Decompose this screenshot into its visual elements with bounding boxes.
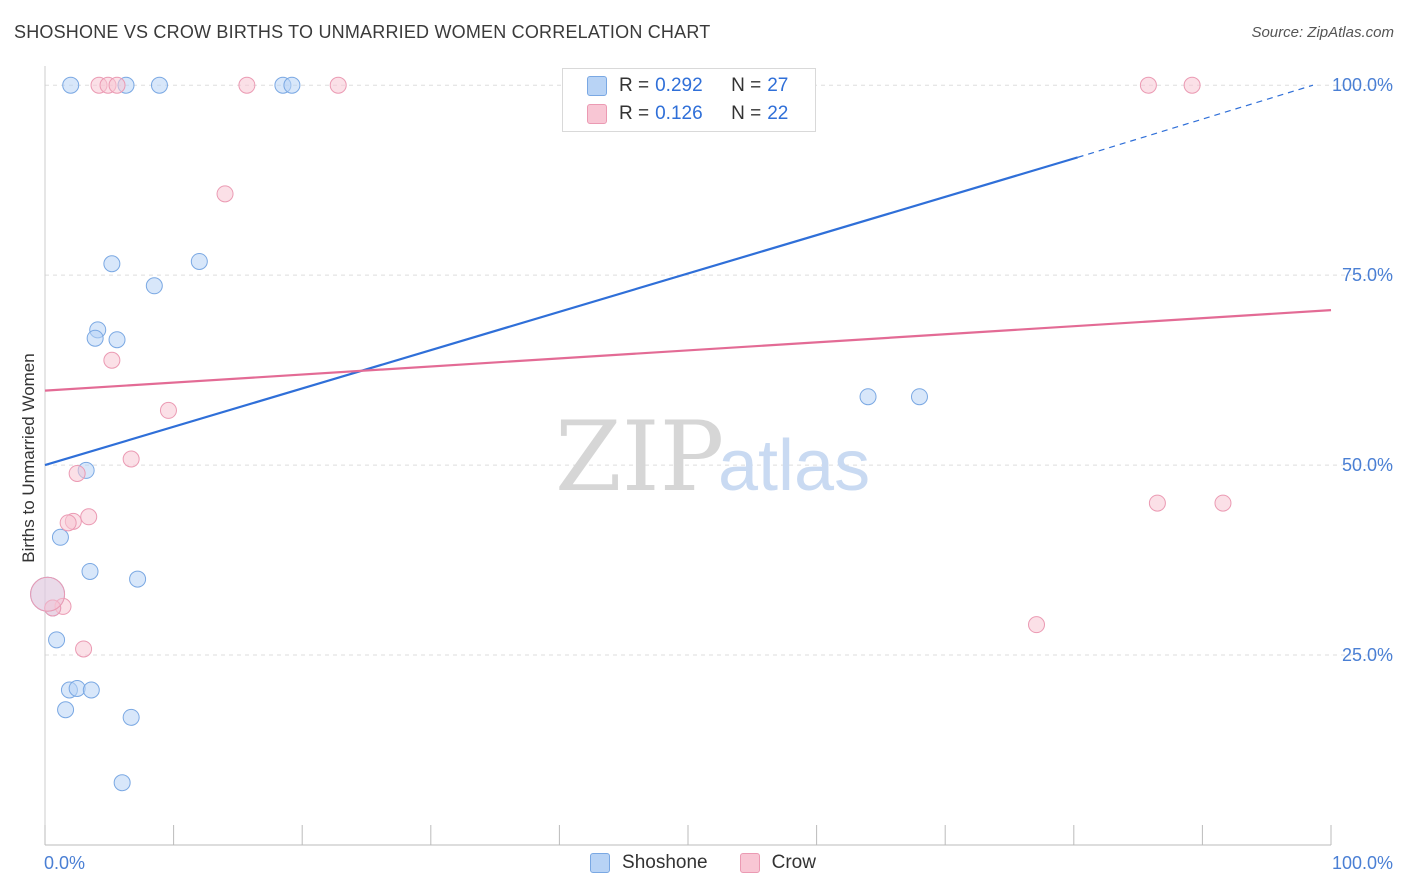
crow-point bbox=[122, 450, 140, 468]
shoshone-point bbox=[190, 252, 208, 270]
crow-point bbox=[1214, 494, 1232, 512]
shoshone-point bbox=[108, 331, 126, 349]
crow-point bbox=[59, 514, 77, 532]
x-tick-label: 0.0% bbox=[44, 853, 85, 873]
shoshone-point bbox=[283, 76, 301, 94]
source-label: Source: ZipAtlas.com bbox=[1251, 24, 1394, 41]
gridlines bbox=[45, 84, 1392, 656]
y-axis-title: Births to Unmarried Women bbox=[19, 353, 38, 562]
data-points bbox=[30, 76, 1232, 792]
watermark-zip: ZIP bbox=[555, 401, 724, 513]
crow-swatch bbox=[587, 104, 607, 124]
crow-point bbox=[108, 76, 126, 94]
shoshone-point bbox=[150, 76, 168, 94]
y-tick-label: 75.0% bbox=[1342, 265, 1393, 285]
legend-row-crow: R = 0.126 N = 22 bbox=[587, 101, 788, 127]
shoshone-point bbox=[82, 681, 100, 699]
shoshone-legend-swatch bbox=[590, 853, 611, 873]
tick-labels: 25.0% 50.0% 75.0% 100.0% 0.0% 100.0% bbox=[44, 75, 1393, 873]
y-tick-label: 50.0% bbox=[1342, 455, 1393, 475]
crow-point bbox=[238, 76, 256, 94]
n-label: N = bbox=[731, 103, 762, 124]
shoshone-point bbox=[145, 277, 163, 295]
crow-point bbox=[216, 185, 234, 203]
crow-point bbox=[44, 599, 62, 617]
shoshone-swatch bbox=[587, 76, 607, 96]
crow-point bbox=[1139, 76, 1157, 94]
crow-legend-label: Crow bbox=[771, 852, 816, 873]
crow-point bbox=[103, 351, 121, 369]
shoshone-point bbox=[51, 528, 69, 546]
crow-point bbox=[1183, 76, 1201, 94]
shoshone-point bbox=[122, 708, 140, 726]
crow-legend-swatch bbox=[739, 853, 760, 873]
r-label: R = bbox=[619, 75, 650, 96]
shoshone-point bbox=[113, 774, 131, 792]
shoshone-point bbox=[86, 329, 104, 347]
crow-point bbox=[1148, 494, 1166, 512]
shoshone-point bbox=[910, 388, 928, 406]
r-label: R = bbox=[619, 103, 650, 124]
n-label: N = bbox=[731, 75, 762, 96]
axes bbox=[44, 66, 1332, 846]
shoshone-point bbox=[68, 679, 86, 697]
legend-item-crow[interactable]: Crow bbox=[739, 852, 816, 874]
y-tick-label: 100.0% bbox=[1332, 75, 1393, 95]
n-value: 27 bbox=[767, 75, 789, 96]
shoshone-point bbox=[859, 388, 877, 406]
crow-point bbox=[75, 640, 93, 658]
shoshone-legend-label: Shoshone bbox=[622, 852, 708, 873]
r-value: 0.292 bbox=[655, 75, 703, 96]
crow-point bbox=[329, 76, 347, 94]
shoshone-point bbox=[129, 570, 147, 588]
series-legend: Shoshone Crow bbox=[0, 852, 1406, 874]
y-tick-label: 25.0% bbox=[1342, 645, 1393, 665]
r-value: 0.126 bbox=[655, 103, 703, 124]
crow-point bbox=[80, 508, 98, 526]
watermark-atlas: atlas bbox=[718, 426, 870, 506]
shoshone-point bbox=[48, 631, 66, 649]
crow-point bbox=[68, 464, 86, 482]
shoshone-point bbox=[62, 76, 80, 94]
legend-item-shoshone[interactable]: Shoshone bbox=[590, 852, 708, 874]
shoshone-point bbox=[57, 701, 75, 719]
legend-row-shoshone: R = 0.292 N = 27 bbox=[587, 73, 788, 99]
x-tick-label: 100.0% bbox=[1332, 853, 1393, 873]
shoshone-point bbox=[81, 562, 99, 580]
shoshone-trend-extension bbox=[1077, 84, 1314, 158]
crow-point bbox=[159, 401, 177, 419]
crow-point bbox=[30, 576, 66, 612]
stats-legend: R = 0.292 N = 27 R = 0.126 N = 22 bbox=[562, 68, 816, 132]
trend-lines bbox=[44, 84, 1332, 467]
shoshone-trend-line bbox=[44, 156, 1078, 467]
chart-title: SHOSHONE VS CROW BIRTHS TO UNMARRIED WOM… bbox=[14, 22, 711, 42]
n-value: 22 bbox=[767, 103, 789, 124]
crow-trend-line bbox=[44, 309, 1332, 392]
crow-point bbox=[1028, 616, 1046, 634]
watermark: ZIP atlas bbox=[555, 401, 870, 513]
shoshone-point bbox=[103, 255, 121, 273]
